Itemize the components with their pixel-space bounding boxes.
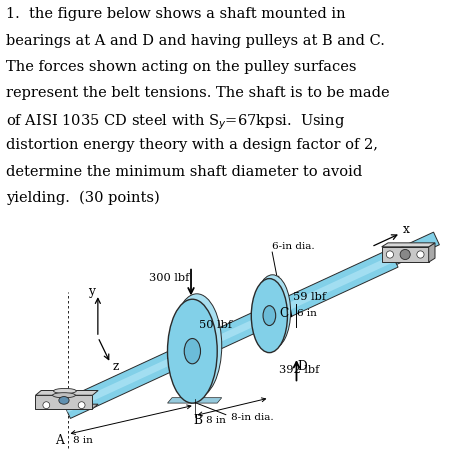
Text: determine the minimum shaft diameter to avoid: determine the minimum shaft diameter to … (6, 164, 362, 178)
Polygon shape (167, 346, 172, 359)
Text: 1.  the figure below shows a shaft mounted in: 1. the figure below shows a shaft mounte… (6, 7, 346, 21)
Ellipse shape (78, 402, 85, 409)
Text: The forces shown acting on the pulley surfaces: The forces shown acting on the pulley su… (6, 60, 356, 74)
Polygon shape (391, 232, 439, 265)
Text: y: y (88, 285, 95, 299)
Text: of AISI 1035 CD steel with S$_y$=67kpsi.  Using: of AISI 1035 CD steel with S$_y$=67kpsi.… (6, 112, 345, 132)
Text: 6 in: 6 in (297, 309, 317, 318)
Text: represent the belt tensions. The shaft is to be made: represent the belt tensions. The shaft i… (6, 86, 390, 100)
Ellipse shape (167, 299, 217, 403)
Ellipse shape (263, 306, 276, 326)
Polygon shape (36, 395, 92, 409)
Ellipse shape (255, 275, 291, 349)
Ellipse shape (59, 396, 69, 404)
Text: B: B (194, 414, 203, 427)
Polygon shape (382, 247, 428, 262)
Ellipse shape (386, 251, 393, 258)
Text: A: A (55, 434, 64, 447)
Ellipse shape (417, 251, 424, 258)
Polygon shape (65, 255, 395, 413)
Ellipse shape (184, 338, 201, 364)
Text: yielding.  (30 points): yielding. (30 points) (6, 191, 160, 205)
Text: 392 lbf: 392 lbf (279, 365, 319, 375)
Ellipse shape (54, 388, 76, 394)
Ellipse shape (172, 294, 222, 398)
Text: z: z (112, 360, 118, 373)
Text: 50 lbf: 50 lbf (199, 320, 232, 330)
Polygon shape (36, 404, 98, 409)
Text: bearings at A and D and having pulleys at B and C.: bearings at A and D and having pulleys a… (6, 34, 385, 48)
Ellipse shape (43, 402, 50, 409)
Text: 300 lbf: 300 lbf (149, 273, 190, 283)
Text: D: D (297, 360, 307, 373)
Ellipse shape (400, 250, 410, 260)
Polygon shape (382, 243, 435, 247)
Text: distortion energy theory with a design factor of 2,: distortion energy theory with a design f… (6, 139, 378, 153)
Ellipse shape (53, 393, 75, 398)
Polygon shape (62, 249, 398, 419)
Polygon shape (167, 398, 222, 403)
Text: 6-in dia.: 6-in dia. (272, 241, 314, 251)
Text: x: x (403, 223, 410, 236)
Text: 8-in dia.: 8-in dia. (231, 413, 273, 422)
Polygon shape (428, 243, 435, 262)
Ellipse shape (251, 279, 287, 352)
Text: 8 in: 8 in (73, 436, 93, 444)
Text: 8 in: 8 in (206, 416, 226, 425)
Polygon shape (36, 390, 98, 395)
Text: 59 lbf: 59 lbf (293, 292, 326, 302)
Text: C: C (279, 307, 289, 320)
